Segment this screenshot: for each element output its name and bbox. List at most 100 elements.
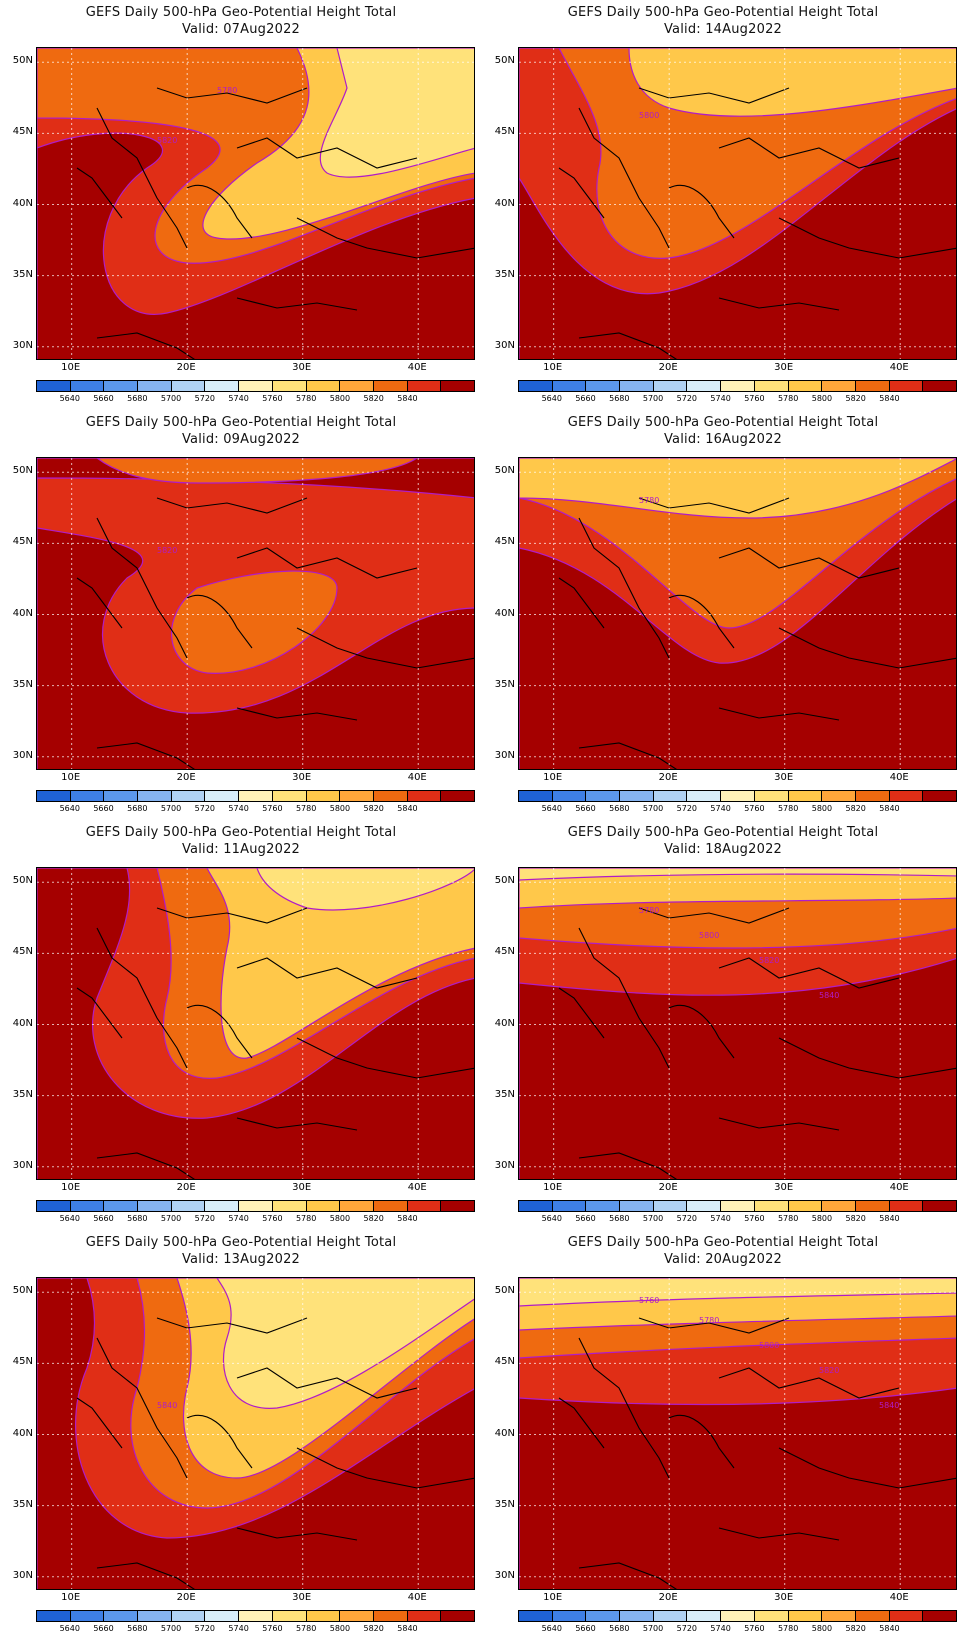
coastline <box>778 627 956 669</box>
colorbar-swatch <box>407 1201 442 1211</box>
colorbar-label: 5820 <box>363 1214 384 1223</box>
colorbar-swatch <box>620 1611 654 1621</box>
latitude-label: 50N <box>494 465 515 477</box>
colorbar-swatch <box>653 1201 688 1211</box>
panel-valid-date: Valid: 07Aug2022 <box>181 22 301 37</box>
coastline <box>778 1447 956 1489</box>
height-map: 5780 5800 5820 5840 <box>518 867 957 1180</box>
panel-valid-date: Valid: 20Aug2022 <box>663 1252 783 1267</box>
map-panel: GEFS Daily 500-hPa Geo-Potential Height … <box>482 1230 964 1640</box>
colorbar-swatch <box>138 1611 172 1621</box>
coastline <box>638 1317 790 1334</box>
height-map: 5820 5780 <box>36 47 475 360</box>
colorbar-label: 5820 <box>845 1624 866 1633</box>
longitude-label: 10E <box>61 362 81 373</box>
coastline <box>718 707 840 721</box>
latitude-label: 45N <box>12 536 33 548</box>
colorbar-label: 5740 <box>228 1624 249 1633</box>
colorbar-swatch <box>889 1201 924 1211</box>
colorbar-swatch <box>620 381 654 391</box>
panel-title: GEFS Daily 500-hPa Geo-Potential Height … <box>567 5 879 20</box>
colorbar-swatch <box>855 381 890 391</box>
latitude-label: 40N <box>12 197 33 209</box>
coastline <box>718 1527 840 1541</box>
colorbar-swatch <box>407 1611 442 1621</box>
height-band <box>206 868 474 1059</box>
colorbar-label: 5780 <box>777 1214 799 1223</box>
map-panel: GEFS Daily 500-hPa Geo-Potential Height … <box>0 1230 482 1640</box>
colorbar-swatch <box>519 1201 553 1211</box>
coastline <box>578 1337 670 1479</box>
colorbar-label: 5760 <box>262 804 283 813</box>
colorbar <box>36 380 475 392</box>
colorbar-swatch <box>340 1611 374 1621</box>
colorbar-swatch <box>889 1611 924 1621</box>
colorbar-swatch <box>552 381 587 391</box>
coastline <box>156 497 308 514</box>
colorbar-label: 5700 <box>642 394 664 403</box>
contour-label: 5840 <box>157 1401 177 1410</box>
colorbar-swatch <box>272 791 307 801</box>
colorbar-label: 5680 <box>127 1214 148 1223</box>
coastline <box>718 1367 900 1399</box>
colorbar-label: 5780 <box>777 804 799 813</box>
colorbar-label: 5660 <box>93 1214 114 1223</box>
coastline <box>558 167 605 219</box>
coastline <box>558 577 605 629</box>
colorbar-label: 5760 <box>744 394 765 403</box>
panel-title: GEFS Daily 500-hPa Geo-Potential Height … <box>567 825 879 840</box>
colorbar-label: 5840 <box>879 394 900 403</box>
latitude-label: 30N <box>494 339 515 351</box>
colorbar-swatch <box>620 791 654 801</box>
coastline <box>236 1527 358 1541</box>
colorbar-swatch <box>754 1201 789 1211</box>
coastline <box>668 184 735 239</box>
panel-valid-date: Valid: 09Aug2022 <box>181 432 301 447</box>
colorbar-swatch <box>620 1201 654 1211</box>
colorbar-swatch <box>171 1611 206 1621</box>
colorbar-label: 5800 <box>811 394 833 403</box>
height-band <box>216 1278 474 1409</box>
latitude-label: 30N <box>12 339 33 351</box>
colorbar-swatch <box>721 791 755 801</box>
colorbar-swatch <box>586 791 621 801</box>
colorbar-swatch <box>441 381 474 391</box>
colorbar-label: 5700 <box>160 1214 182 1223</box>
coastline <box>638 87 790 104</box>
longitude-label: 10E <box>61 1182 81 1193</box>
longitude-label: 30E <box>292 362 312 373</box>
height-band <box>319 48 474 178</box>
coastline <box>156 1317 308 1334</box>
colorbar-label: 5680 <box>127 394 148 403</box>
colorbar-label: 5780 <box>295 804 317 813</box>
colorbar-label: 5640 <box>541 394 562 403</box>
colorbar-swatch <box>205 1201 240 1211</box>
coastline <box>296 1037 474 1079</box>
colorbar-label: 5780 <box>777 394 799 403</box>
colorbar-swatch <box>171 791 206 801</box>
latitude-label: 35N <box>494 268 515 280</box>
colorbar-swatch <box>754 381 789 391</box>
colorbar-label: 5740 <box>228 394 249 403</box>
panel-title: GEFS Daily 500-hPa Geo-Potential Height … <box>85 825 397 840</box>
colorbar-label: 5720 <box>194 1214 216 1223</box>
colorbar-label: 5800 <box>329 1624 351 1633</box>
coastline <box>186 1004 253 1059</box>
colorbar-swatch <box>306 791 341 801</box>
coastline <box>76 577 123 629</box>
longitude-label: 10E <box>543 772 563 783</box>
height-band <box>95 458 419 484</box>
contour-label: 5780 <box>639 496 659 505</box>
colorbar-swatch <box>552 791 587 801</box>
coastline <box>96 517 188 659</box>
colorbar-swatch <box>272 381 307 391</box>
colorbar-swatch <box>239 1201 273 1211</box>
longitude-label: 30E <box>292 1182 312 1193</box>
colorbar-label: 5840 <box>879 1214 900 1223</box>
latitude-label: 45N <box>494 1356 515 1368</box>
colorbar-swatch <box>373 381 408 391</box>
colorbar-label: 5740 <box>228 1214 249 1223</box>
coastline <box>296 1447 474 1489</box>
map-panel: GEFS Daily 500-hPa Geo-Potential Height … <box>482 820 964 1230</box>
colorbar-label: 5680 <box>609 804 630 813</box>
